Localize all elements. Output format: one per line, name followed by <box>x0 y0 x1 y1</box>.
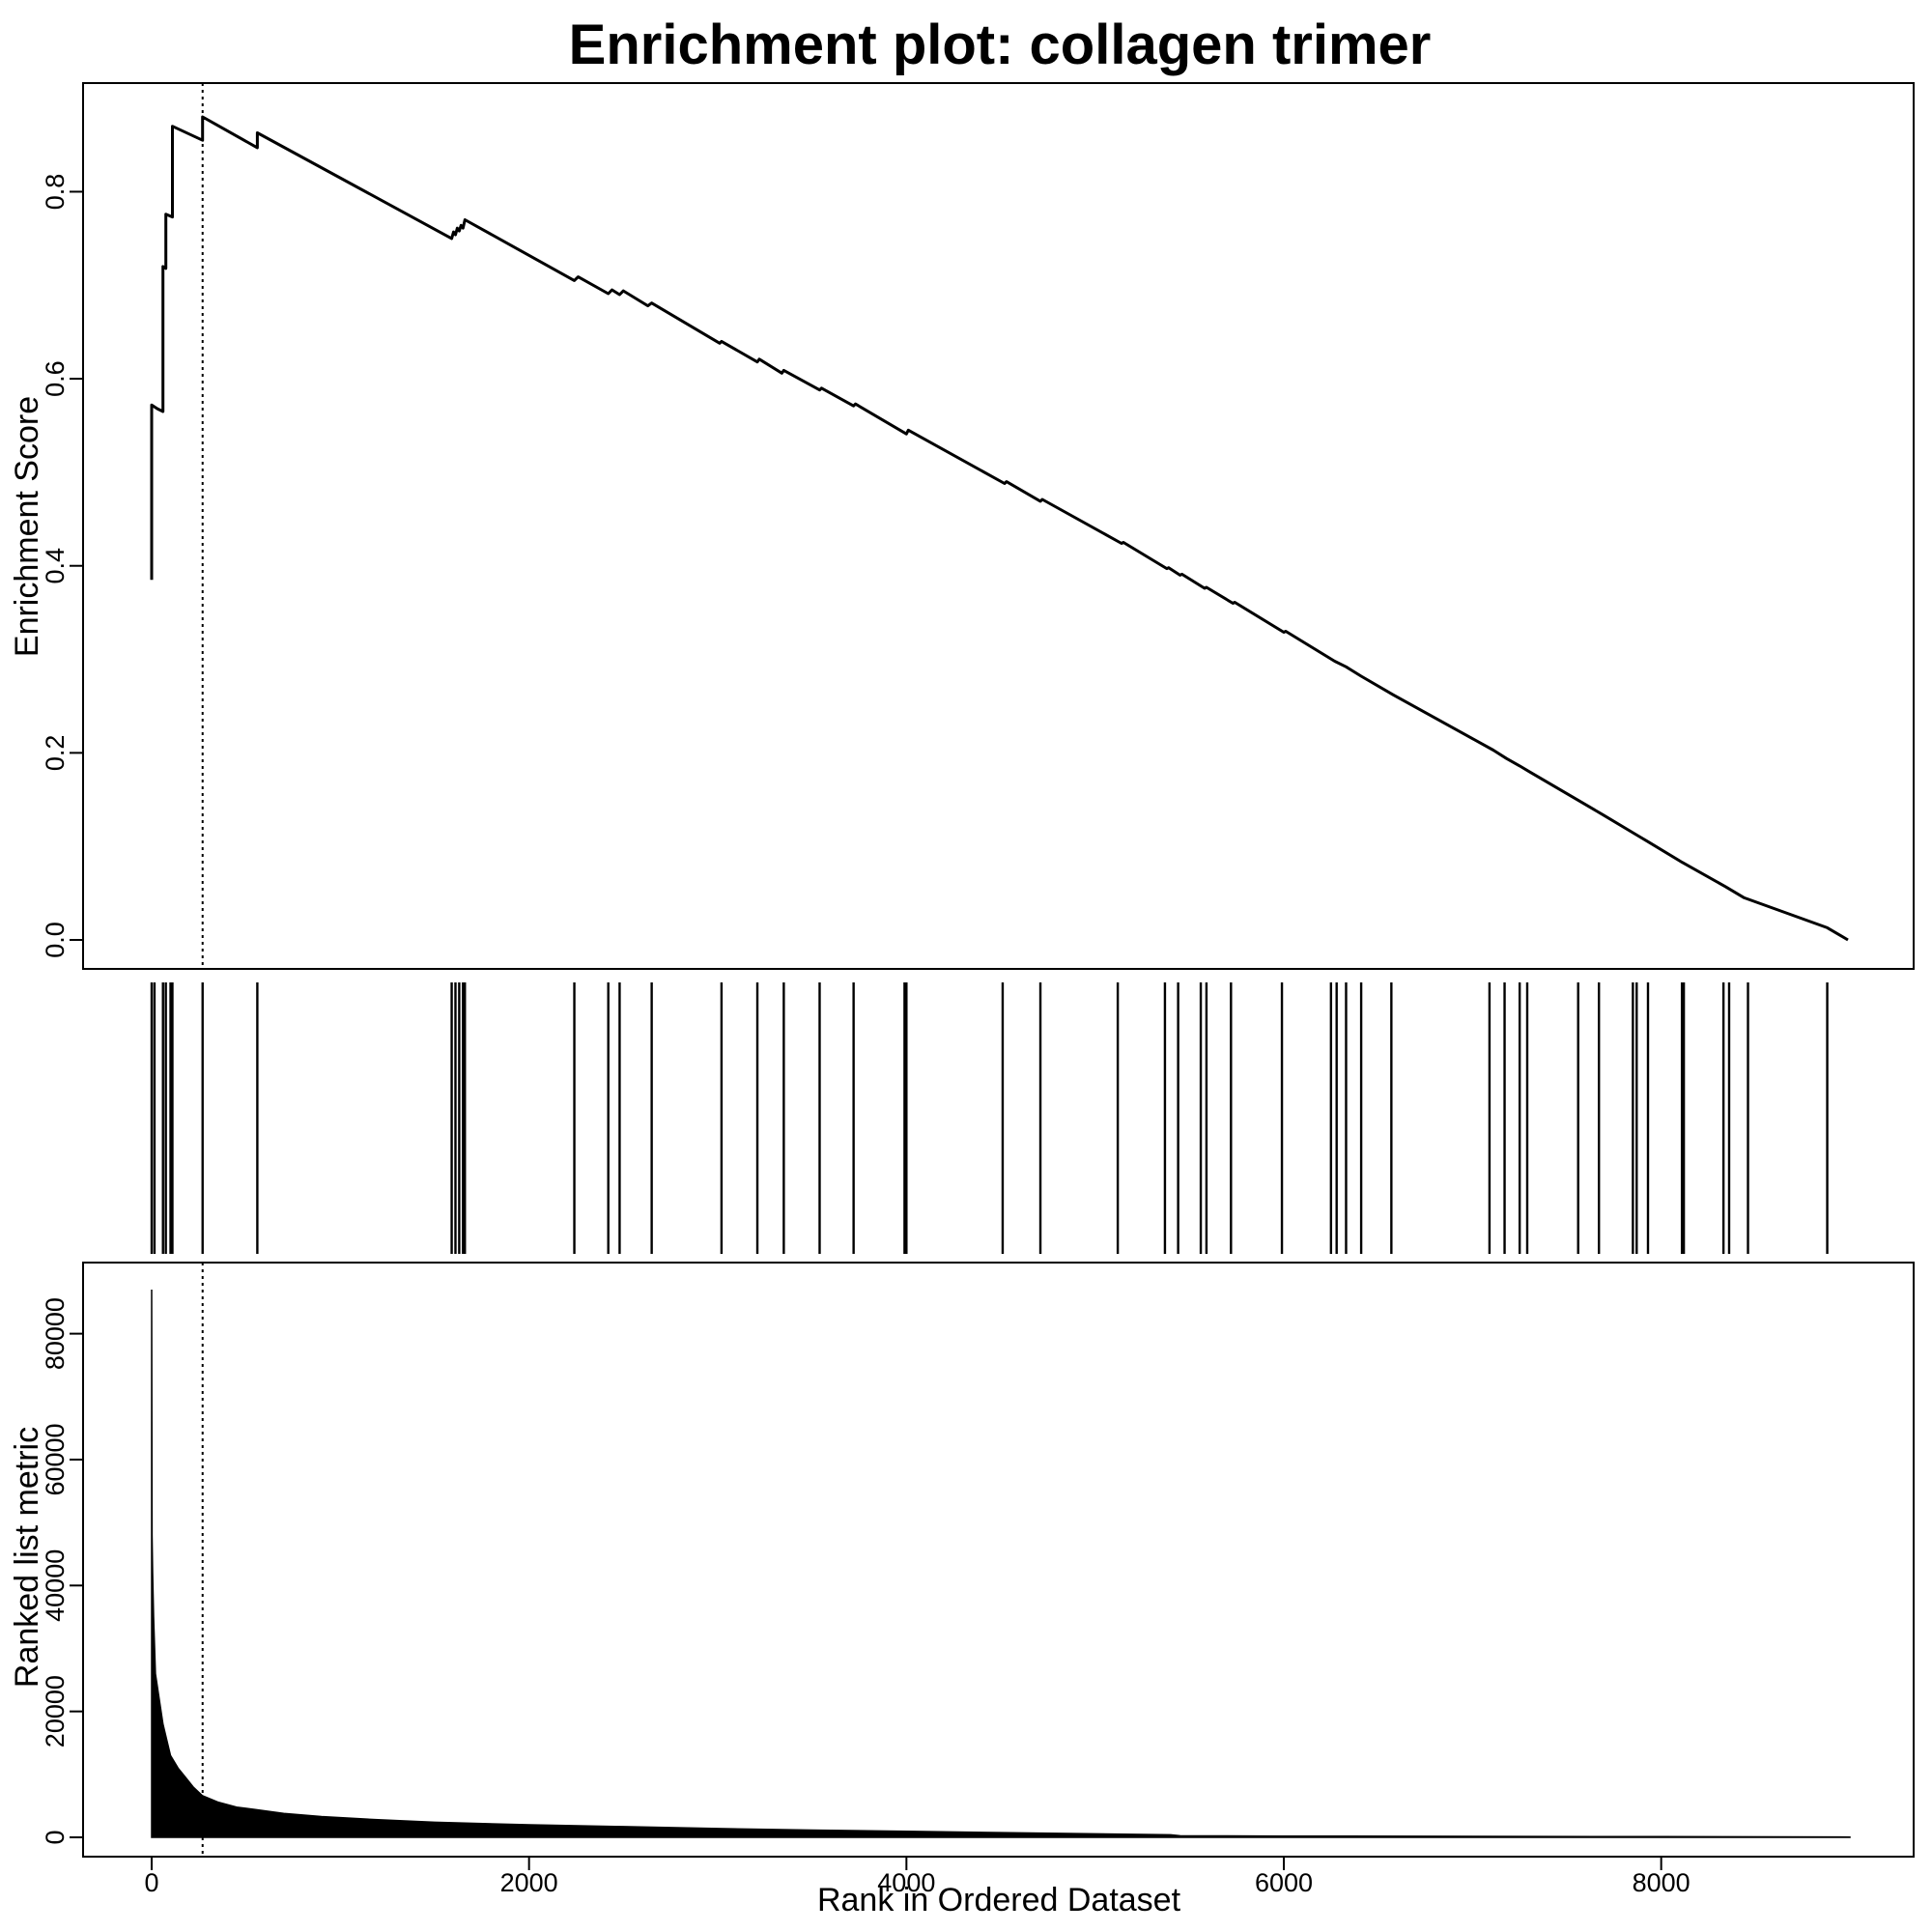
rank-x-axis: 0 2000 4000 6000 8000 <box>144 1856 1690 1897</box>
es-line-group <box>150 83 1849 969</box>
rank-x-tick-label: 4000 <box>877 1868 935 1897</box>
enrichment-score-line <box>150 115 1849 942</box>
metric-y-tick-label: 0 <box>41 1830 70 1844</box>
es-y-axis-title: Enrichment Score <box>9 396 45 657</box>
metric-y-tick-label: 80000 <box>41 1297 70 1370</box>
metric-area-group <box>151 1263 1851 1857</box>
ranked-metric-area <box>151 1289 1851 1838</box>
metric-y-tick-label: 20000 <box>41 1675 70 1747</box>
metric-y-axis: 0 20000 40000 60000 80000 <box>41 1297 84 1845</box>
es-y-tick-label: 0.6 <box>41 360 70 397</box>
es-y-tick-label: 0.0 <box>41 922 70 958</box>
metric-y-tick-label: 60000 <box>41 1423 70 1495</box>
rank-x-tick-label: 8000 <box>1633 1868 1690 1897</box>
chart-title: Enrichment plot: collagen trimer <box>569 14 1432 76</box>
es-y-tick-label: 0.8 <box>41 174 70 211</box>
rank-x-tick-label: 6000 <box>1255 1868 1313 1897</box>
rank-x-tick-label: 2000 <box>500 1868 558 1897</box>
gene-hits-barcode <box>150 982 1829 1254</box>
metric-y-tick-label: 40000 <box>41 1549 70 1622</box>
rank-x-tick-label: 0 <box>144 1868 158 1897</box>
es-y-tick-label: 0.2 <box>41 735 70 772</box>
es-y-axis: 0.0 0.2 0.4 0.6 0.8 <box>41 174 84 958</box>
rank-x-axis-title: Rank in Ordered Dataset <box>817 1882 1181 1918</box>
es-y-tick-label: 0.4 <box>41 548 70 584</box>
ranked-metric-frame <box>82 1262 1915 1858</box>
enrichment-panel: 0.0 0.2 0.4 0.6 0.8 Enrichment Score <box>9 82 1915 970</box>
metric-y-axis-title: Ranked list metric <box>9 1427 45 1688</box>
